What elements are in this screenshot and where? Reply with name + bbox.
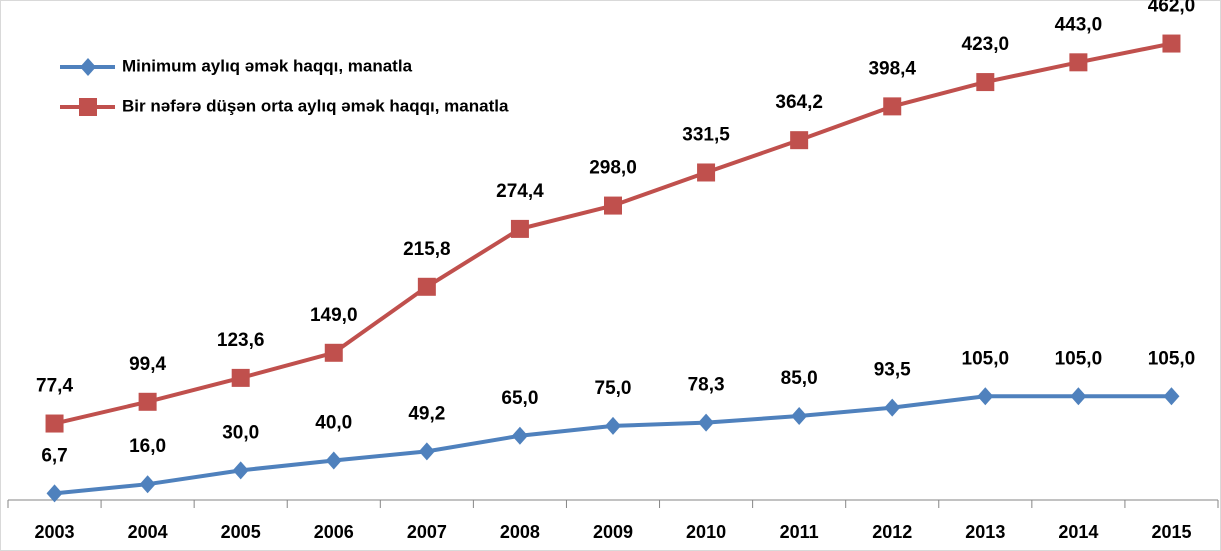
data-point <box>604 196 622 215</box>
data-label: 6,7 <box>41 445 67 466</box>
data-point <box>698 413 715 432</box>
data-point <box>883 97 902 116</box>
data-label: 105,0 <box>1055 348 1103 369</box>
data-label: 93,5 <box>874 360 911 381</box>
data-label: 40,0 <box>315 412 352 433</box>
data-point <box>417 277 436 296</box>
data-point <box>45 414 64 433</box>
data-point <box>511 426 528 445</box>
x-tick-label: 2011 <box>780 522 819 542</box>
data-point <box>976 73 995 92</box>
data-label: 364,2 <box>775 92 823 113</box>
data-label: 16,0 <box>129 436 166 457</box>
data-label: 443,0 <box>1055 14 1103 35</box>
data-point <box>884 398 901 417</box>
data-point <box>325 451 342 470</box>
x-tick-label: 2010 <box>686 522 726 542</box>
data-point <box>1163 387 1180 406</box>
data-point <box>1069 53 1088 72</box>
data-label: 105,0 <box>962 348 1010 369</box>
data-point <box>46 484 63 503</box>
data-point <box>605 416 621 435</box>
x-tick-label: 2008 <box>500 522 540 542</box>
data-label: 462,0 <box>1148 0 1196 17</box>
legend-marker <box>79 98 97 116</box>
x-tick-label: 2012 <box>872 522 912 542</box>
x-tick-label: 2005 <box>221 522 261 542</box>
data-point <box>697 163 716 182</box>
data-label: 85,0 <box>781 368 818 389</box>
data-label: 331,5 <box>682 124 730 145</box>
data-point <box>790 131 809 150</box>
data-label: 398,4 <box>868 58 916 79</box>
x-tick-label: 2009 <box>593 522 633 542</box>
data-label: 77,4 <box>36 376 73 397</box>
data-label: 75,0 <box>595 378 632 399</box>
legend-label: Minimum aylıq əmək haqqı, manatla <box>122 56 413 75</box>
x-tick-label: 2014 <box>1058 522 1098 542</box>
data-label: 274,4 <box>496 181 544 202</box>
data-point <box>791 407 808 426</box>
data-label: 78,3 <box>688 375 725 396</box>
data-label: 149,0 <box>310 305 358 326</box>
legend-marker <box>80 58 96 76</box>
x-tick-label: 2015 <box>1151 522 1191 542</box>
data-label: 105,0 <box>1148 348 1196 369</box>
x-tick-label: 2006 <box>314 522 354 542</box>
x-tick-label: 2013 <box>965 522 1005 542</box>
data-label: 30,0 <box>222 422 259 443</box>
data-label: 99,4 <box>129 354 166 375</box>
legend-label: Bir nəfərə düşən orta aylıq əmək haqqı, … <box>122 96 509 115</box>
x-tick-label: 2004 <box>128 522 168 542</box>
data-point <box>139 475 156 494</box>
data-point <box>231 368 250 387</box>
data-label: 215,8 <box>403 239 451 260</box>
data-label: 65,0 <box>501 388 538 409</box>
data-point <box>510 219 529 238</box>
data-point <box>418 442 435 461</box>
data-point <box>1162 34 1181 53</box>
data-label: 423,0 <box>962 34 1010 55</box>
data-label: 123,6 <box>217 330 265 351</box>
data-label: 49,2 <box>408 403 445 424</box>
data-point <box>1070 387 1087 406</box>
data-point <box>232 461 249 480</box>
data-point <box>324 343 343 362</box>
x-tick-label: 2007 <box>407 522 447 542</box>
data-label: 298,0 <box>589 158 637 179</box>
data-point <box>977 387 994 406</box>
x-tick-label: 2003 <box>35 522 75 542</box>
data-point <box>138 392 157 411</box>
